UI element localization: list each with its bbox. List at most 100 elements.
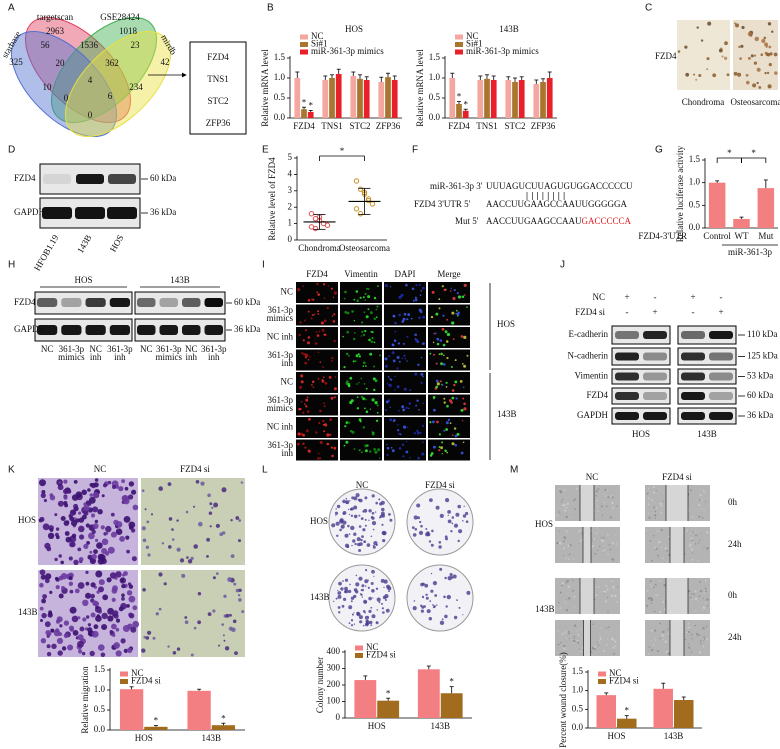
cell	[579, 650, 582, 652]
cell	[443, 397, 446, 400]
cell	[665, 650, 669, 654]
group-label: 143B	[497, 409, 517, 419]
image-tile	[296, 372, 338, 393]
blot-band	[109, 298, 130, 307]
x-tick-label: FZD4	[293, 121, 315, 131]
cell	[768, 45, 772, 49]
cell	[331, 454, 334, 458]
cell	[100, 525, 105, 530]
cell	[355, 354, 359, 358]
cell	[93, 482, 99, 488]
lane-label: NC	[140, 344, 153, 354]
cell	[128, 521, 136, 529]
cell	[617, 586, 619, 588]
row-label: Vimentin	[575, 371, 609, 381]
colony	[347, 524, 350, 528]
wound-gap	[580, 578, 594, 614]
image-tile	[141, 478, 245, 565]
annotation: *	[221, 713, 226, 723]
cell	[49, 590, 53, 595]
cell	[445, 386, 448, 388]
cell	[457, 295, 462, 299]
cell	[653, 610, 656, 613]
cell	[384, 357, 388, 361]
cell	[606, 596, 609, 598]
cell	[574, 508, 576, 510]
cell	[664, 640, 667, 643]
cell	[741, 25, 745, 30]
cell	[461, 295, 465, 299]
cell	[49, 493, 54, 497]
colony	[358, 525, 362, 528]
cell	[94, 478, 99, 482]
colony	[388, 513, 391, 516]
cell	[564, 601, 566, 603]
cell	[397, 424, 399, 426]
cell	[404, 357, 407, 360]
cell	[569, 544, 572, 547]
cell	[600, 537, 602, 539]
cell	[402, 342, 405, 345]
cell	[51, 643, 57, 649]
cell	[455, 312, 457, 315]
lane-label: HFOB1.19	[32, 233, 61, 273]
bar	[301, 109, 307, 118]
cell	[112, 585, 118, 592]
cell	[409, 456, 411, 459]
cell	[63, 495, 68, 500]
cell	[456, 292, 459, 295]
bar	[354, 680, 377, 718]
data-point	[353, 178, 360, 184]
data-point	[308, 211, 315, 217]
cell	[39, 516, 45, 522]
cell	[375, 308, 378, 311]
cell	[132, 504, 139, 511]
cell	[359, 420, 362, 422]
cell	[662, 639, 664, 641]
cell	[57, 500, 64, 507]
cell	[406, 335, 409, 338]
annotation: *	[340, 146, 345, 156]
cell	[87, 488, 91, 492]
colony	[457, 504, 462, 509]
cell	[647, 512, 649, 514]
cell	[699, 539, 701, 541]
blot-band	[108, 174, 136, 184]
cell	[435, 379, 439, 383]
cell	[100, 652, 106, 658]
blot-band	[137, 325, 156, 335]
cell	[558, 601, 560, 604]
bar	[378, 82, 385, 118]
cell	[403, 387, 407, 391]
cell	[158, 486, 163, 491]
cell	[46, 651, 52, 657]
bar	[733, 218, 750, 228]
colony	[446, 594, 451, 600]
cell	[594, 648, 596, 650]
colony	[366, 543, 371, 547]
column-label: FZD4 si	[425, 480, 455, 490]
cell	[39, 582, 44, 588]
cell	[342, 335, 344, 338]
cell	[331, 315, 334, 317]
cell	[110, 512, 115, 517]
colony	[352, 539, 356, 543]
sign: +	[690, 292, 695, 302]
cell	[660, 547, 663, 549]
cell	[443, 354, 445, 357]
cell	[690, 489, 692, 492]
cell	[739, 57, 742, 60]
blot-frame	[677, 325, 737, 345]
blot-band	[37, 325, 58, 335]
cell	[54, 513, 58, 517]
cell	[350, 399, 354, 403]
colony	[335, 521, 340, 526]
cell	[430, 315, 434, 319]
colony	[348, 513, 350, 516]
cell	[440, 362, 443, 366]
cell	[97, 509, 103, 515]
cell	[364, 292, 367, 295]
venn-set	[25, 17, 131, 123]
cell	[699, 499, 701, 501]
cell	[106, 577, 112, 583]
